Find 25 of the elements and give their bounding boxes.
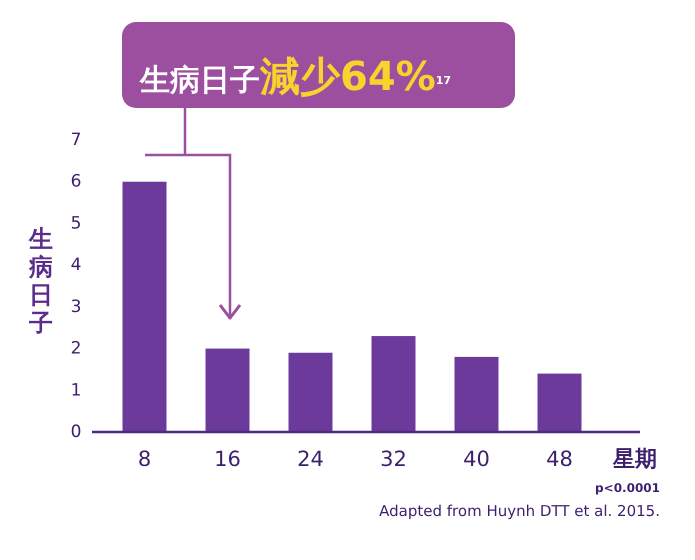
chart-title: 生病日子減少64%$^{17}$ — [139, 54, 452, 100]
y-tick-label: 3 — [70, 296, 82, 317]
y-tick-label: 7 — [70, 130, 82, 150]
x-axis-title: 星期 — [612, 447, 657, 472]
y-tick-label: 2 — [70, 338, 82, 359]
x-tick-label: 48 — [546, 447, 573, 471]
y-tick-label: 5 — [70, 213, 82, 234]
bar — [206, 348, 250, 432]
x-tick-label: 8 — [138, 447, 152, 471]
y-tick-label: 4 — [70, 255, 82, 276]
x-tick-label: 16 — [214, 447, 241, 471]
y-tick-label: 0 — [70, 422, 82, 442]
y-tick-label: 6 — [70, 172, 82, 192]
bar — [122, 182, 166, 432]
y-axis-title: 生病日子 — [28, 225, 53, 337]
x-tick-label: 24 — [297, 447, 324, 471]
bar — [454, 356, 498, 432]
bar — [538, 374, 582, 432]
x-tick-label: 40 — [463, 447, 490, 471]
text: Adapted from Huynh DTT et al. 2015. — [379, 502, 660, 520]
bar — [288, 352, 332, 432]
text: p<0.0001 — [595, 481, 660, 495]
y-tick-label: 1 — [70, 380, 82, 400]
bar — [372, 336, 416, 432]
x-tick-label: 32 — [380, 447, 407, 471]
